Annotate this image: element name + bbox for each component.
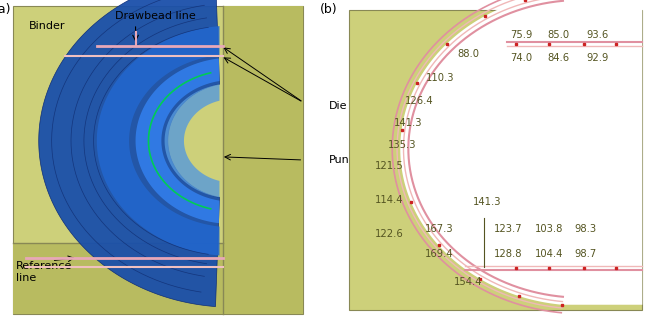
Text: Reference
line: Reference line: [16, 261, 72, 283]
Bar: [223, 6, 303, 314]
Text: 128.8: 128.8: [494, 249, 523, 260]
Text: 93.6: 93.6: [586, 30, 608, 40]
Text: 121.5: 121.5: [374, 161, 403, 172]
Polygon shape: [164, 84, 220, 197]
Text: 110.3: 110.3: [426, 73, 455, 84]
Text: Drawbead line: Drawbead line: [115, 11, 196, 21]
Text: Binder: Binder: [29, 20, 66, 31]
Text: 88.0: 88.0: [457, 49, 479, 60]
Text: 123.7: 123.7: [494, 224, 523, 234]
Text: 92.9: 92.9: [586, 52, 608, 63]
Text: 154.4: 154.4: [454, 276, 482, 287]
Text: 104.4: 104.4: [535, 249, 563, 260]
Polygon shape: [97, 26, 220, 256]
Text: 98.3: 98.3: [575, 224, 597, 234]
Text: 84.6: 84.6: [547, 52, 569, 63]
Text: 169.4: 169.4: [424, 249, 453, 260]
Text: 141.3: 141.3: [473, 197, 501, 207]
Polygon shape: [38, 0, 220, 307]
Text: Die: Die: [329, 100, 348, 111]
Text: 85.0: 85.0: [547, 30, 569, 40]
Text: 103.8: 103.8: [535, 224, 563, 234]
Text: 114.4: 114.4: [374, 195, 403, 205]
Text: 141.3: 141.3: [394, 118, 422, 128]
Text: 135.3: 135.3: [388, 140, 416, 150]
Text: (b): (b): [319, 3, 337, 16]
Text: 75.9: 75.9: [510, 30, 533, 40]
Polygon shape: [136, 59, 220, 223]
Text: 167.3: 167.3: [424, 224, 453, 234]
Text: 122.6: 122.6: [374, 228, 403, 239]
Text: 98.7: 98.7: [574, 249, 597, 260]
Text: 126.4: 126.4: [406, 96, 434, 106]
Bar: [13, 243, 223, 314]
Polygon shape: [400, 0, 642, 305]
Text: 74.0: 74.0: [511, 52, 532, 63]
Text: (a): (a): [0, 3, 11, 16]
Text: Punch: Punch: [329, 155, 363, 165]
